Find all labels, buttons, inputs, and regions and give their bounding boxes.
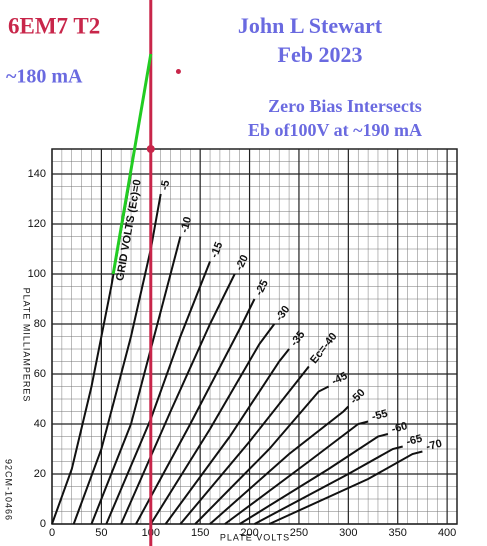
y-tick-label: 20 bbox=[34, 468, 46, 480]
chart-title: 6EM7 T2 bbox=[8, 13, 100, 38]
curve bbox=[120, 273, 236, 525]
date: Feb 2023 bbox=[278, 42, 363, 67]
curve bbox=[179, 365, 310, 525]
author: John L Stewart bbox=[238, 13, 383, 38]
y-tick-label: 80 bbox=[34, 318, 46, 330]
x-tick-label: 350 bbox=[389, 527, 407, 539]
annotation: ~180 mA bbox=[6, 66, 83, 88]
x-tick-label: 300 bbox=[339, 527, 357, 539]
curve-label: -70 bbox=[425, 438, 443, 454]
curve-label: -10 bbox=[179, 216, 195, 234]
curve bbox=[164, 348, 290, 525]
y-tick-label: 60 bbox=[34, 368, 46, 380]
curve bbox=[149, 323, 276, 525]
annotation: Zero Bias Intersects bbox=[268, 96, 422, 116]
curve-label: -5 bbox=[159, 179, 173, 191]
y-tick-label: 0 bbox=[40, 518, 46, 530]
y-tick-label: 40 bbox=[34, 418, 46, 430]
marker-point bbox=[175, 69, 181, 74]
x-tick-label: 0 bbox=[49, 527, 55, 539]
figure-code: 92CM-10466 bbox=[4, 459, 14, 521]
y-axis-label: PLATE MILLIAMPERES bbox=[22, 288, 32, 403]
curve bbox=[72, 193, 162, 525]
curve bbox=[194, 385, 330, 525]
curve bbox=[135, 298, 256, 525]
curve-label: -55 bbox=[371, 408, 389, 424]
annotation: Eb of100V at ~190 mA bbox=[248, 120, 422, 140]
x-axis-label: PLATE VOLTS bbox=[220, 532, 290, 542]
curve bbox=[268, 450, 423, 525]
y-tick-label: 140 bbox=[28, 168, 46, 180]
curve-label: -60 bbox=[390, 420, 408, 436]
curve bbox=[224, 420, 369, 525]
y-tick-label: 100 bbox=[28, 268, 46, 280]
x-tick-label: 400 bbox=[438, 527, 456, 539]
curve-label: -65 bbox=[405, 433, 423, 449]
curve bbox=[90, 236, 182, 525]
x-tick-label: 200 bbox=[240, 527, 258, 539]
curve bbox=[254, 445, 403, 525]
curve bbox=[105, 261, 211, 525]
y-tick-label: 120 bbox=[28, 218, 46, 230]
extrapolation-line bbox=[111, 53, 153, 275]
x-tick-label: 250 bbox=[290, 527, 308, 539]
curve bbox=[209, 405, 350, 525]
curve-label: -15 bbox=[208, 240, 225, 259]
marker-point bbox=[146, 145, 155, 153]
x-tick-label: 150 bbox=[191, 527, 209, 539]
curve bbox=[239, 433, 389, 525]
x-tick-label: 50 bbox=[95, 527, 107, 539]
